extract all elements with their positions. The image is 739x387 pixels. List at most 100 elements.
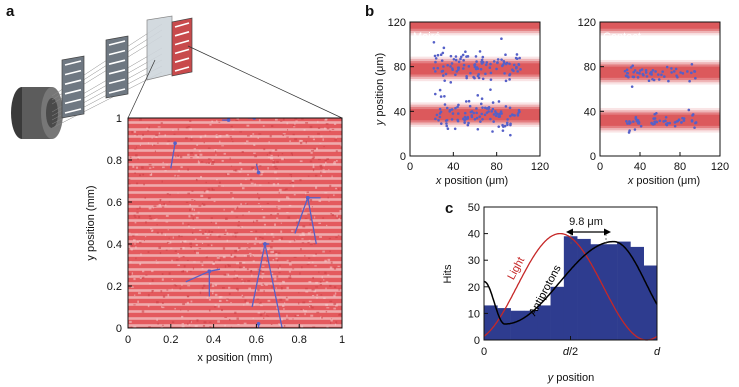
hit-point: [475, 111, 478, 115]
hit-point: [445, 124, 449, 128]
speckle: [301, 266, 303, 269]
speckle: [291, 179, 295, 182]
speckle: [278, 239, 281, 241]
fringe-stripe: [128, 184, 342, 187]
speckle: [235, 216, 239, 218]
hit-point: [636, 71, 639, 75]
speckle: [330, 321, 332, 324]
hit-point: [505, 61, 509, 65]
speckle: [293, 126, 296, 128]
speckle: [136, 182, 139, 185]
speckle: [237, 249, 240, 251]
hit-point: [645, 75, 649, 78]
speckle: [190, 300, 193, 303]
speckle: [132, 239, 136, 242]
speckle: [278, 323, 281, 325]
speckle: [177, 154, 180, 157]
speckle: [307, 135, 310, 138]
speckle: [294, 123, 296, 125]
speckle: [300, 139, 304, 142]
hit-point: [489, 78, 493, 81]
hit-point: [632, 120, 635, 123]
speckle: [134, 294, 136, 296]
speckle: [311, 306, 314, 309]
speckle: [189, 208, 191, 212]
speckle: [151, 172, 153, 175]
speckle: [263, 223, 267, 226]
x-tick-label: 0: [407, 161, 413, 173]
speckle: [274, 278, 277, 281]
speckle: [175, 175, 177, 178]
speckle: [283, 325, 286, 327]
hit-point: [497, 100, 501, 103]
speckle: [299, 179, 302, 182]
speckle: [225, 274, 228, 276]
hit-point: [440, 70, 444, 73]
speckle: [328, 237, 332, 240]
speckle: [137, 292, 141, 295]
fringe-stripe: [128, 303, 342, 306]
speckle: [267, 167, 269, 170]
speckle: [154, 150, 156, 153]
speckle: [207, 244, 210, 246]
speckle: [253, 243, 257, 245]
speckle: [211, 244, 213, 247]
speckle: [174, 307, 176, 310]
speckle: [230, 210, 234, 213]
speckle: [216, 267, 219, 270]
hit-point: [516, 113, 520, 116]
speckle: [212, 161, 215, 164]
hit-point: [638, 69, 642, 72]
x-tick-label: 0.8: [292, 334, 307, 346]
hit-point: [483, 106, 487, 110]
speckle: [171, 288, 173, 291]
speckle: [326, 326, 329, 328]
annihilation-track: [264, 243, 283, 328]
speckle: [263, 148, 266, 151]
speckle: [293, 193, 296, 196]
speckle: [309, 244, 313, 246]
speckle: [161, 302, 164, 304]
speckle: [317, 120, 319, 123]
hit-point: [462, 59, 465, 62]
speckle: [171, 259, 173, 262]
speckle: [285, 188, 288, 190]
hit-point: [442, 46, 446, 50]
speckle: [204, 134, 207, 137]
hit-point: [481, 55, 485, 59]
speckle: [338, 313, 342, 316]
speckle: [217, 185, 221, 187]
speckle: [296, 314, 299, 317]
grating-bar: [64, 79, 82, 85]
hit-point: [446, 63, 449, 67]
hit-point: [434, 70, 437, 73]
speckle: [282, 281, 285, 284]
speckle: [190, 214, 194, 216]
speckle: [252, 317, 255, 319]
hit-point: [499, 110, 503, 113]
hit-point: [627, 75, 630, 79]
speckle: [200, 261, 204, 263]
speckle: [213, 200, 216, 203]
speckle: [293, 239, 296, 242]
hit-point: [465, 74, 468, 78]
speckle: [327, 258, 331, 262]
speckle: [147, 251, 150, 253]
speckle: [303, 309, 305, 312]
speckle: [331, 214, 334, 217]
speckle: [215, 154, 217, 156]
speckle: [319, 284, 323, 286]
speckle: [187, 126, 191, 128]
hit-point: [649, 70, 653, 74]
speckle: [196, 144, 199, 146]
speckle: [132, 165, 135, 168]
speckle: [240, 203, 242, 206]
speckle: [280, 237, 283, 240]
speckle: [214, 304, 217, 306]
hit-point: [503, 124, 507, 128]
speckle: [139, 144, 141, 146]
hit-point: [491, 101, 495, 104]
fringe-stripe: [128, 240, 342, 243]
speckle: [161, 278, 164, 281]
speckle: [190, 157, 193, 159]
